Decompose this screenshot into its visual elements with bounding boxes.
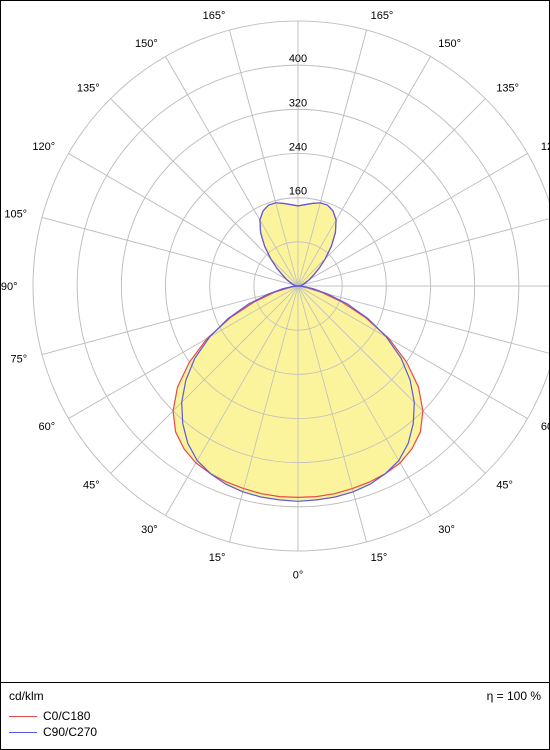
svg-text:400: 400 xyxy=(289,53,307,65)
svg-text:160: 160 xyxy=(289,186,307,198)
svg-text:60°: 60° xyxy=(38,421,55,433)
svg-text:45°: 45° xyxy=(83,479,100,491)
svg-text:165°: 165° xyxy=(203,10,226,22)
legend-row-c90: C90/C270 xyxy=(9,725,541,739)
svg-text:120°: 120° xyxy=(541,141,549,153)
efficiency-label: η = 100 % xyxy=(487,689,541,703)
legend-label-c0: C0/C180 xyxy=(43,709,90,723)
svg-text:320: 320 xyxy=(289,97,307,109)
svg-text:105°: 105° xyxy=(4,208,27,220)
svg-text:135°: 135° xyxy=(496,83,519,95)
polar-chart: 160 240 320 400 0° 15° 15° 30° 30° 45° 45° 60° 60° 75… xyxy=(1,1,549,681)
svg-text:30°: 30° xyxy=(141,524,158,536)
legend-label-c90: C90/C270 xyxy=(43,725,97,739)
svg-text:30°: 30° xyxy=(438,524,455,536)
svg-text:240: 240 xyxy=(289,142,307,154)
svg-text:45°: 45° xyxy=(496,479,513,491)
footer-top-row: cd/klm η = 100 % xyxy=(9,689,541,703)
svg-text:165°: 165° xyxy=(371,10,394,22)
svg-text:150°: 150° xyxy=(438,38,461,50)
svg-text:0°: 0° xyxy=(293,569,304,581)
svg-text:75°: 75° xyxy=(10,354,27,366)
chart-container: 160 240 320 400 0° 15° 15° 30° 30° 45° 45° 60° 60° 75… xyxy=(0,0,550,750)
svg-text:15°: 15° xyxy=(209,552,226,564)
svg-text:150°: 150° xyxy=(135,38,158,50)
svg-text:120°: 120° xyxy=(32,141,55,153)
svg-text:135°: 135° xyxy=(77,83,100,95)
legend-swatch-c0 xyxy=(9,716,37,717)
legend-row-c0: C0/C180 xyxy=(9,709,541,723)
svg-text:90°: 90° xyxy=(1,281,18,293)
chart-footer: cd/klm η = 100 % C0/C180 C90/C270 xyxy=(1,682,549,749)
svg-text:60°: 60° xyxy=(541,421,549,433)
units-label: cd/klm xyxy=(9,689,44,703)
svg-text:15°: 15° xyxy=(371,552,388,564)
legend-swatch-c90 xyxy=(9,732,37,733)
